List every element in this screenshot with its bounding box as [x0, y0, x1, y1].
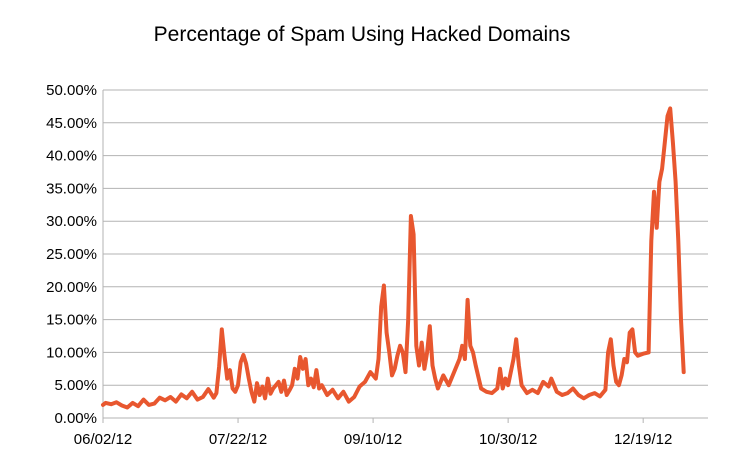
y-tick-label: 20.00%	[46, 279, 97, 296]
series-layer	[101, 106, 686, 410]
x-tick-label: 07/22/12	[209, 431, 267, 448]
y-tick-label: 30.00%	[46, 213, 97, 230]
y-tick-label: 45.00%	[46, 115, 97, 132]
x-tick-label: 09/10/12	[344, 431, 402, 448]
y-axis-ticks: 0.00% 5.00% 10.00% 15.00% 20.00% 25.00% 30.00%…	[46, 82, 97, 427]
series-line	[101, 106, 686, 410]
y-tick-label: 40.00%	[46, 148, 97, 165]
x-tick-label: 12/19/12	[614, 431, 672, 448]
y-tick-label: 15.00%	[46, 312, 97, 329]
chart-title: Percentage of Spam Using Hacked Domains	[154, 23, 571, 46]
x-tick-label: 10/30/12	[479, 431, 537, 448]
y-tick-label: 35.00%	[46, 180, 97, 197]
y-tick-label: 25.00%	[46, 246, 97, 263]
x-axis-ticks: 06/02/12 07/22/12 09/10/12 10/30/12 12/19/12	[74, 418, 672, 448]
y-tick-label: 10.00%	[46, 344, 97, 361]
x-tick-label: 06/02/12	[74, 431, 132, 448]
y-tick-label: 0.00%	[54, 410, 97, 427]
grid	[102, 89, 708, 419]
y-tick-label: 5.00%	[54, 377, 97, 394]
y-tick-label: 50.00%	[46, 82, 97, 99]
